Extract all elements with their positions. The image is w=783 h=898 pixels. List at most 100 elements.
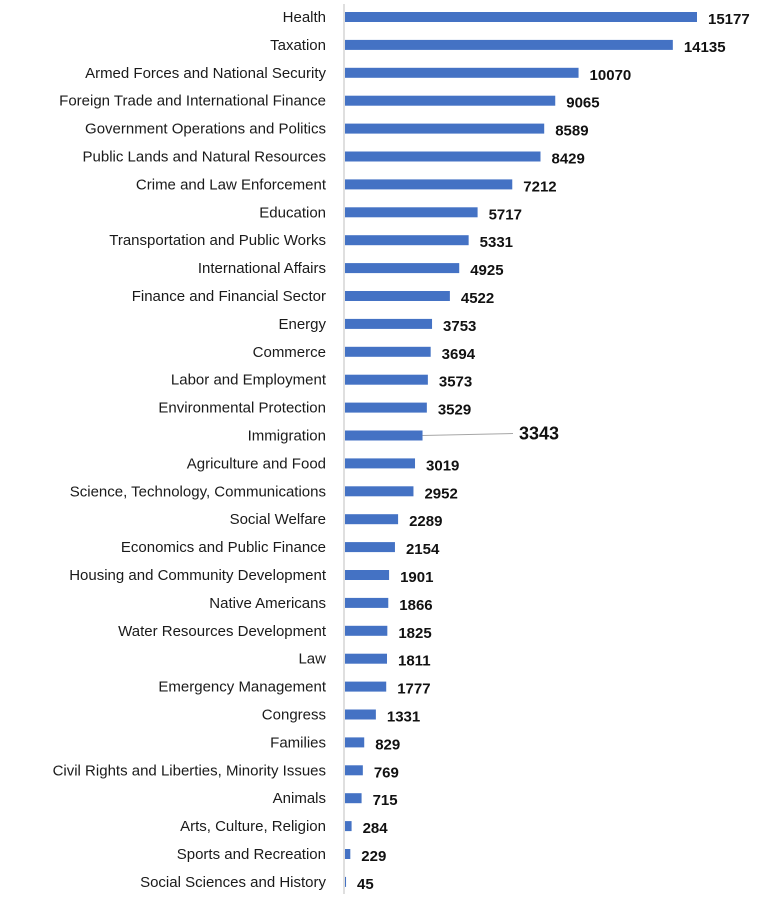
category-label-transportation-and-public-works: Transportation and Public Works (109, 232, 326, 249)
value-label-crime-and-law-enforcement: 7212 (523, 178, 556, 195)
category-label-civil-rights-and-liberties-minority-issues: Civil Rights and Liberties, Minority Iss… (53, 762, 326, 779)
bar-science-technology-communications (345, 486, 414, 497)
value-label-commerce: 3694 (442, 346, 476, 363)
category-label-emergency-management: Emergency Management (158, 679, 326, 696)
value-label-immigration: 3343 (519, 424, 559, 444)
bar-sports-and-recreation (345, 849, 351, 859)
bar-emergency-management (345, 681, 387, 692)
value-label-public-lands-and-natural-resources: 8429 (551, 151, 584, 168)
bar-government-operations-and-politics (345, 123, 545, 134)
category-label-families: Families (270, 734, 326, 751)
category-label-congress: Congress (262, 707, 326, 724)
category-label-health: Health (283, 9, 326, 26)
value-label-health: 15177 (708, 11, 750, 28)
bar-foreign-trade-and-international-finance (345, 95, 556, 106)
value-label-families: 829 (375, 736, 400, 753)
bar-animals (345, 793, 362, 804)
value-label-animals: 715 (373, 792, 398, 809)
value-label-science-technology-communications: 2952 (424, 485, 457, 502)
category-label-commerce: Commerce (253, 344, 326, 361)
bar-housing-and-community-development (345, 570, 390, 580)
bar-congress (345, 709, 376, 720)
category-label-economics-and-public-finance: Economics and Public Finance (121, 539, 326, 556)
value-label-education: 5717 (489, 206, 522, 223)
bar-international-affairs (345, 263, 460, 274)
category-label-water-resources-development: Water Resources Development (118, 623, 327, 640)
value-label-environmental-protection: 3529 (438, 402, 471, 419)
bar-public-lands-and-natural-resources (345, 151, 541, 162)
bar-taxation (345, 39, 673, 50)
value-label-energy: 3753 (443, 318, 476, 335)
bar-crime-and-law-enforcement (345, 179, 513, 190)
value-label-labor-and-employment: 3573 (439, 374, 472, 391)
bar-education (345, 207, 478, 218)
category-label-crime-and-law-enforcement: Crime and Law Enforcement (136, 176, 327, 193)
bar-families (345, 737, 365, 748)
value-label-government-operations-and-politics: 8589 (555, 123, 588, 140)
category-label-arts-culture-religion: Arts, Culture, Religion (180, 818, 326, 835)
category-label-international-affairs: International Affairs (198, 260, 326, 277)
value-label-civil-rights-and-liberties-minority-issues: 769 (374, 764, 399, 781)
value-label-congress: 1331 (387, 709, 420, 726)
value-label-transportation-and-public-works: 5331 (480, 234, 513, 251)
value-label-social-sciences-and-history: 45 (357, 876, 374, 893)
bar-finance-and-financial-sector (345, 291, 450, 301)
value-label-social-welfare: 2289 (409, 513, 442, 530)
value-label-sports-and-recreation: 229 (361, 848, 386, 865)
category-label-energy: Energy (278, 316, 326, 333)
leader-line-immigration (422, 433, 514, 436)
value-label-agriculture-and-food: 3019 (426, 457, 459, 474)
category-label-immigration: Immigration (248, 428, 326, 445)
value-label-armed-forces-and-national-security: 10070 (590, 67, 632, 84)
value-label-economics-and-public-finance: 2154 (406, 541, 440, 558)
category-label-armed-forces-and-national-security: Armed Forces and National Security (85, 65, 326, 82)
bar-arts-culture-religion (345, 821, 352, 832)
bar-native-americans (345, 597, 389, 608)
value-label-arts-culture-religion: 284 (363, 820, 389, 837)
bar-environmental-protection (345, 402, 427, 413)
value-label-law: 1811 (398, 653, 431, 670)
bar-health (345, 12, 697, 22)
bar-commerce (345, 346, 431, 357)
category-label-finance-and-financial-sector: Finance and Financial Sector (132, 288, 326, 305)
bar-energy (345, 318, 433, 329)
value-label-international-affairs: 4925 (470, 262, 503, 279)
category-label-taxation: Taxation (270, 37, 326, 54)
category-label-labor-and-employment: Labor and Employment (171, 372, 327, 389)
category-label-social-sciences-and-history: Social Sciences and History (140, 874, 326, 891)
bar-transportation-and-public-works (345, 235, 469, 246)
bar-armed-forces-and-national-security (345, 67, 579, 78)
category-label-public-lands-and-natural-resources: Public Lands and Natural Resources (83, 149, 326, 166)
category-label-social-welfare: Social Welfare (230, 511, 326, 528)
value-label-emergency-management: 1777 (397, 681, 430, 698)
bar-labor-and-employment (345, 374, 428, 385)
category-label-agriculture-and-food: Agriculture and Food (187, 455, 326, 472)
bars (345, 12, 697, 887)
value-label-taxation: 14135 (684, 39, 726, 56)
category-label-native-americans: Native Americans (209, 595, 326, 612)
bar-social-sciences-and-history (345, 876, 347, 887)
category-label-law: Law (298, 651, 326, 668)
category-label-animals: Animals (273, 790, 326, 807)
category-label-foreign-trade-and-international-finance: Foreign Trade and International Finance (59, 93, 326, 110)
category-label-government-operations-and-politics: Government Operations and Politics (85, 121, 326, 138)
category-label-sports-and-recreation: Sports and Recreation (177, 846, 326, 863)
bar-economics-and-public-finance (345, 542, 395, 553)
category-label-housing-and-community-development: Housing and Community Development (69, 567, 327, 584)
category-labels: Health Taxation Armed Forces and National … (53, 9, 327, 891)
value-label-water-resources-development: 1825 (398, 625, 431, 642)
bar-water-resources-development (345, 625, 388, 636)
bar-agriculture-and-food (345, 458, 416, 469)
category-label-science-technology-communications: Science, Technology, Communications (70, 483, 326, 500)
bar-social-welfare (345, 514, 399, 525)
category-label-education: Education (259, 204, 326, 221)
value-label-foreign-trade-and-international-finance: 9065 (566, 95, 599, 112)
bar-civil-rights-and-liberties-minority-issues (345, 765, 363, 776)
value-label-housing-and-community-development: 1901 (400, 569, 433, 586)
value-label-native-americans: 1866 (399, 597, 432, 614)
bar-immigration (345, 430, 423, 441)
category-label-environmental-protection: Environmental Protection (158, 400, 326, 417)
value-label-finance-and-financial-sector: 4522 (461, 290, 494, 307)
